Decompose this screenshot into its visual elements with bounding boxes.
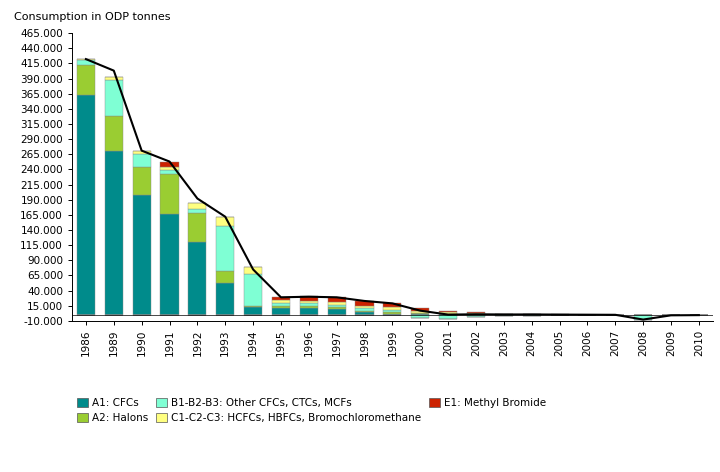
Bar (104, 76, 123, 80)
Bar (272, 306, 290, 308)
Bar (244, 274, 262, 305)
Legend: A1: CFCs, A2: Halons, B1-B2-B3: Other CFCs, CTCs, MCFs, C1-C2-C3: HCFCs, HBFCs, : A1: CFCs, A2: Halons, B1-B2-B3: Other CF… (77, 398, 546, 423)
Bar (300, 303, 318, 306)
Bar (189, 203, 207, 209)
Bar (467, 315, 485, 317)
Bar (328, 297, 346, 302)
Bar (244, 267, 262, 274)
Bar (439, 311, 457, 312)
Bar (216, 271, 234, 283)
Bar (132, 195, 150, 315)
Bar (495, 314, 513, 315)
Bar (77, 65, 95, 95)
Bar (77, 60, 95, 65)
Bar (244, 307, 262, 315)
Bar (77, 59, 95, 60)
Bar (439, 312, 457, 314)
Bar (411, 313, 429, 314)
Bar (328, 302, 346, 304)
Bar (356, 312, 374, 315)
Bar (356, 311, 374, 312)
Bar (132, 167, 150, 195)
Bar (328, 307, 346, 309)
Bar (189, 242, 207, 315)
Bar (411, 311, 429, 313)
Bar (300, 308, 318, 315)
Bar (495, 313, 513, 314)
Bar (467, 312, 485, 313)
Bar (161, 167, 179, 170)
Bar (383, 307, 402, 310)
Bar (300, 296, 318, 301)
Bar (161, 170, 179, 174)
Bar (383, 314, 402, 315)
Bar (300, 306, 318, 308)
Bar (328, 304, 346, 307)
Bar (328, 309, 346, 315)
Bar (104, 116, 123, 151)
Bar (495, 315, 513, 316)
Bar (411, 314, 429, 315)
Bar (272, 300, 290, 303)
Bar (634, 315, 652, 320)
Bar (467, 313, 485, 314)
Bar (216, 226, 234, 271)
Bar (272, 303, 290, 306)
Bar (439, 315, 457, 319)
Bar (411, 315, 429, 318)
Bar (104, 151, 123, 315)
Bar (383, 303, 402, 307)
Bar (189, 213, 207, 242)
Bar (77, 95, 95, 315)
Bar (216, 217, 234, 226)
Bar (244, 305, 262, 307)
Bar (161, 174, 179, 214)
Bar (356, 301, 374, 305)
Bar (300, 301, 318, 303)
Bar (272, 308, 290, 315)
Text: Consumption in ODP tonnes: Consumption in ODP tonnes (14, 11, 171, 22)
Bar (132, 154, 150, 167)
Bar (272, 297, 290, 300)
Bar (356, 308, 374, 311)
Bar (161, 162, 179, 167)
Bar (411, 308, 429, 311)
Bar (383, 310, 402, 312)
Bar (161, 214, 179, 315)
Bar (216, 283, 234, 315)
Bar (383, 312, 402, 314)
Bar (132, 151, 150, 154)
Bar (189, 209, 207, 213)
Bar (104, 80, 123, 116)
Bar (356, 305, 374, 308)
